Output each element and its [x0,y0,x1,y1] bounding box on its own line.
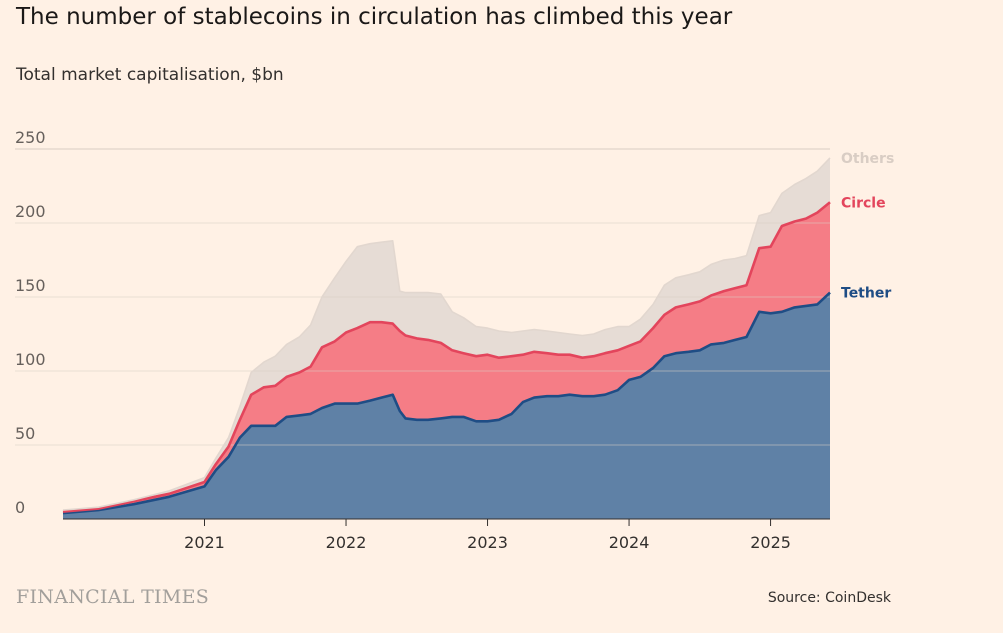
y-tick-label-150: 150 [15,276,46,295]
series-area-others [63,157,830,512]
series-area-tether [63,292,830,519]
x-tick-label-2025: 2025 [750,533,791,552]
y-tick-label-50: 50 [15,424,35,443]
series-line-circle [62,201,831,513]
y-tick-label-0: 0 [15,498,25,517]
y-tick-label-250: 250 [15,128,46,147]
series-line-others [62,157,831,511]
chart-title: The number of stablecoins in circulation… [16,4,733,30]
x-tick-label-2022: 2022 [326,533,367,552]
x-tick-label-2023: 2023 [467,533,508,552]
chart-subtitle: Total market capitalisation, $bn [16,65,284,85]
series-area-circle [63,202,830,514]
y-tick-label-200: 200 [15,202,46,221]
y-tick-label-100: 100 [15,350,46,369]
ft-logo: FINANCIAL TIMES [16,586,210,608]
series-label-others: Others [841,151,894,167]
source-note: Source: CoinDesk [767,590,891,606]
series-label-tether: Tether [841,286,891,302]
stacked-area-chart: 0 50 100 150 200 250 2021 2022 2023 2024 2025 Tethe… [15,128,894,552]
x-tick-label-2021: 2021 [184,533,225,552]
x-tick-label-2024: 2024 [609,533,650,552]
series-label-circle: Circle [841,195,886,211]
series-line-tether [62,291,831,515]
